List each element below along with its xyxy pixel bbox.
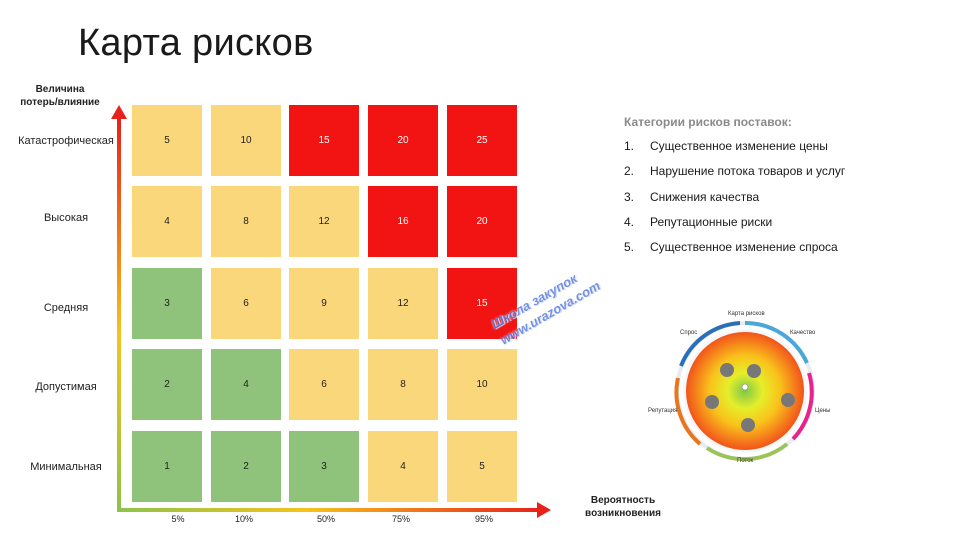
risk-cell: 5	[447, 431, 517, 502]
risk-cell: 6	[289, 349, 359, 420]
risk-cell: 4	[368, 431, 438, 502]
risk-cell: 6	[211, 268, 281, 339]
category-text: Репутационные риски	[650, 215, 773, 229]
row-label: Катастрофическая	[18, 135, 114, 147]
category-number: 4.	[624, 215, 635, 229]
risk-cell: 12	[368, 268, 438, 339]
risk-cell: 4	[211, 349, 281, 420]
x-tick-label: 5%	[171, 514, 185, 524]
category-number: 3.	[624, 190, 635, 204]
wheel-ring-reputation	[674, 377, 702, 446]
wheel-marker	[720, 363, 734, 377]
wheel-ring-flow	[705, 442, 789, 462]
page-title: Карта рисков	[78, 22, 314, 64]
wheel-label-quality: Качество	[790, 330, 816, 336]
x-tick-label: 10%	[234, 514, 253, 524]
risk-cell: 5	[132, 105, 202, 176]
risk-cell: 8	[368, 349, 438, 420]
wheel-marker	[747, 364, 761, 378]
row-label: Минимальная	[30, 461, 102, 473]
x-axis-label: Вероятность возникновения	[578, 494, 668, 520]
row-label: Допустимая	[35, 381, 97, 393]
category-item: 5. Существенное изменение спроса	[624, 240, 838, 254]
risk-cell: 10	[211, 105, 281, 176]
row-label: Средняя	[43, 302, 89, 314]
wheel-marker	[781, 393, 795, 407]
y-axis-line	[117, 118, 121, 512]
risk-cell: 1	[132, 431, 202, 502]
risk-cell: 20	[447, 186, 517, 257]
x-axis-line	[117, 508, 539, 512]
category-text: Существенное изменение цены	[650, 139, 828, 153]
wheel-label-reputation: Репутация	[648, 408, 678, 414]
category-number: 2.	[624, 164, 635, 178]
risk-cell: 3	[132, 268, 202, 339]
risk-cell: 15	[289, 105, 359, 176]
x-axis-label-line1: Вероятность	[590, 495, 656, 506]
category-item: 3. Снижения качества	[624, 190, 759, 204]
x-axis-arrow	[537, 502, 551, 518]
risk-cell: 15	[447, 268, 517, 339]
risk-cell: 8	[211, 186, 281, 257]
risk-cell: 16	[368, 186, 438, 257]
category-number: 1.	[624, 139, 635, 153]
x-tick-label: 75%	[391, 514, 410, 524]
risk-cell: 9	[289, 268, 359, 339]
category-item: 1. Существенное изменение цены	[624, 139, 828, 153]
wheel-label-flow: Поток	[737, 458, 754, 464]
wheel-core	[686, 332, 804, 450]
risk-cell: 4	[132, 186, 202, 257]
wheel-label-demand: Спрос	[680, 330, 698, 336]
risk-wheel	[674, 321, 815, 462]
wheel-marker	[741, 418, 755, 432]
x-axis-label-line2: возникновения	[585, 508, 661, 519]
wheel-ring-quality	[744, 321, 809, 364]
category-item: 2. Нарушение потока товаров и услуг	[624, 164, 845, 178]
category-text: Существенное изменение спроса	[650, 240, 838, 254]
y-axis-label-line2: потерь/влияние	[20, 97, 100, 108]
risk-cell: 20	[368, 105, 438, 176]
x-tick-label: 95%	[474, 514, 493, 524]
wheel-ring-price	[791, 372, 814, 441]
risk-cell: 10	[447, 349, 517, 420]
wheel-center-dot	[741, 383, 749, 391]
wheel-marker	[705, 395, 719, 409]
x-tick-label: 50%	[316, 514, 335, 524]
risk-cell: 25	[447, 105, 517, 176]
row-label: Высокая	[43, 212, 89, 224]
categories-title: Категории рисков поставок:	[624, 115, 792, 129]
wheel-ring-demand	[679, 321, 741, 367]
category-number: 5.	[624, 240, 635, 254]
risk-cell: 3	[289, 431, 359, 502]
category-text: Нарушение потока товаров и услуг	[650, 164, 846, 178]
category-text: Снижения качества	[650, 190, 760, 204]
y-axis-arrow	[111, 105, 127, 119]
category-item: 4. Репутационные риски	[624, 215, 772, 229]
wheel-label-price: Цены	[815, 408, 831, 414]
y-axis-label: Величина потерь/влияние	[14, 83, 106, 109]
y-axis-label-line1: Величина	[35, 84, 85, 95]
risk-cell: 2	[211, 431, 281, 502]
risk-cell: 12	[289, 186, 359, 257]
wheel-title: Карта рисков	[728, 311, 765, 317]
risk-cell: 2	[132, 349, 202, 420]
